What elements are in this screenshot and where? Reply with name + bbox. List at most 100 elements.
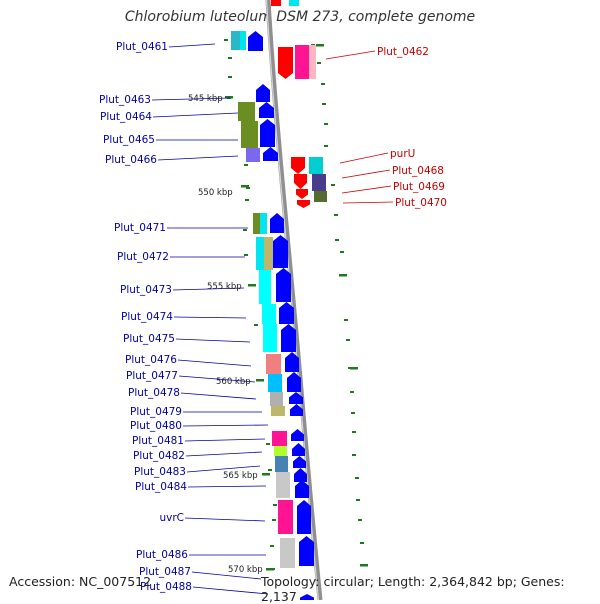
tick-mark [352, 431, 356, 433]
gene-label: Plut_0469 [393, 181, 445, 193]
scale-tick [241, 185, 249, 188]
gene-box [264, 237, 273, 270]
label-leader-line [151, 97, 231, 101]
gene-label: Plut_0461 [116, 41, 168, 53]
label-leader-line [187, 485, 267, 488]
tick-mark [358, 519, 362, 521]
gene-box [231, 31, 240, 50]
scale-label: 545 kbp [188, 94, 223, 104]
label-leader-line [325, 50, 376, 60]
gene-box [271, 406, 285, 416]
gene-arrow-reverse [291, 157, 305, 174]
gene-arrow-forward [273, 235, 288, 268]
tick-mark [246, 187, 250, 189]
gene-arrow-forward [287, 372, 301, 392]
tick-mark [254, 324, 258, 326]
gene-arrow-forward [270, 213, 284, 233]
gene-box [263, 324, 277, 352]
label-leader-line [184, 438, 266, 442]
tick-mark [322, 103, 326, 105]
label-leader-line [192, 586, 269, 595]
gene-arrow-forward [248, 31, 263, 51]
label-leader-line [184, 517, 266, 522]
tick-mark [344, 319, 348, 321]
map-title: Chlorobium luteolum DSM 273, complete ge… [124, 9, 476, 25]
gene-box [276, 472, 290, 498]
gene-arrow-forward [293, 456, 306, 468]
gene-label: Plut_0463 [99, 94, 151, 106]
scale-tick [339, 274, 347, 277]
gene-label: Plut_0466 [105, 154, 157, 166]
label-leader-lines [151, 43, 394, 595]
gene-box [246, 148, 260, 162]
scale-label: 550 kbp [198, 188, 233, 198]
label-leader-line [186, 465, 261, 473]
gene-label: Plut_0478 [128, 387, 180, 399]
gene-features [231, 0, 327, 600]
tick-mark [317, 62, 321, 64]
gene-label: Plut_0468 [392, 165, 444, 177]
gene-label: Plut_0465 [103, 134, 155, 146]
gene-box [280, 538, 295, 568]
tick-mark [270, 545, 274, 547]
tick-mark [244, 254, 248, 256]
gene-label: uvrC [159, 512, 184, 524]
gene-arrow-forward [289, 392, 303, 404]
tick-mark [356, 499, 360, 501]
gene-label: Plut_0477 [126, 370, 178, 382]
tick-mark [350, 391, 354, 393]
gene-arrow-forward [294, 468, 307, 482]
label-leader-line [339, 152, 389, 164]
tick-mark [324, 145, 328, 147]
gene-box [260, 213, 267, 234]
scale-label: 555 kbp [207, 282, 242, 292]
gene-arrow-forward [299, 536, 314, 566]
tick-mark [340, 251, 344, 253]
gene-label: Plut_0474 [121, 311, 173, 323]
scale-tick [266, 568, 274, 571]
gene-box [238, 102, 255, 121]
label-leader-line [152, 112, 239, 118]
gene-arrow-forward [259, 102, 274, 118]
gene-box [259, 270, 271, 304]
gene-arrow-reverse [278, 47, 293, 79]
gene-arrow-reverse [297, 200, 310, 208]
gene-box [240, 31, 246, 50]
gene-box [309, 45, 316, 79]
gene-arrow-forward [263, 147, 278, 161]
gene-arrow-forward [276, 268, 291, 302]
gene-box [256, 237, 266, 270]
label-leader-line [342, 201, 394, 204]
gene-label: Plut_0486 [136, 549, 188, 561]
tick-mark [243, 229, 247, 231]
gene-label: Plut_0470 [395, 197, 447, 209]
scale-label: 560 kbp [216, 377, 251, 387]
tick-mark [224, 39, 228, 41]
tick-marks [224, 39, 368, 571]
gene-box [253, 213, 260, 234]
gene-box [270, 392, 283, 406]
label-leader-line [185, 451, 263, 457]
gene-box [309, 157, 323, 174]
tick-mark [228, 57, 232, 59]
gene-box [266, 354, 281, 374]
gene-box [295, 45, 310, 79]
tick-mark [268, 469, 272, 471]
scale-tick [225, 96, 233, 99]
scale-tick [350, 367, 358, 370]
gene-box [275, 456, 288, 472]
gene-box [314, 191, 327, 202]
tick-mark [244, 164, 248, 166]
label-leader-line [341, 185, 392, 194]
gene-arrow-forward [279, 302, 294, 324]
gene-label: Plut_0488 [140, 581, 192, 593]
gene-box [274, 446, 287, 456]
tick-mark [352, 454, 356, 456]
tick-mark [321, 83, 325, 85]
scale-tick [316, 44, 324, 47]
gene-arrow-forward [297, 500, 311, 534]
label-leader-line [180, 392, 257, 400]
backbone-line [265, 0, 323, 600]
gene-label: Plut_0487 [139, 566, 191, 578]
